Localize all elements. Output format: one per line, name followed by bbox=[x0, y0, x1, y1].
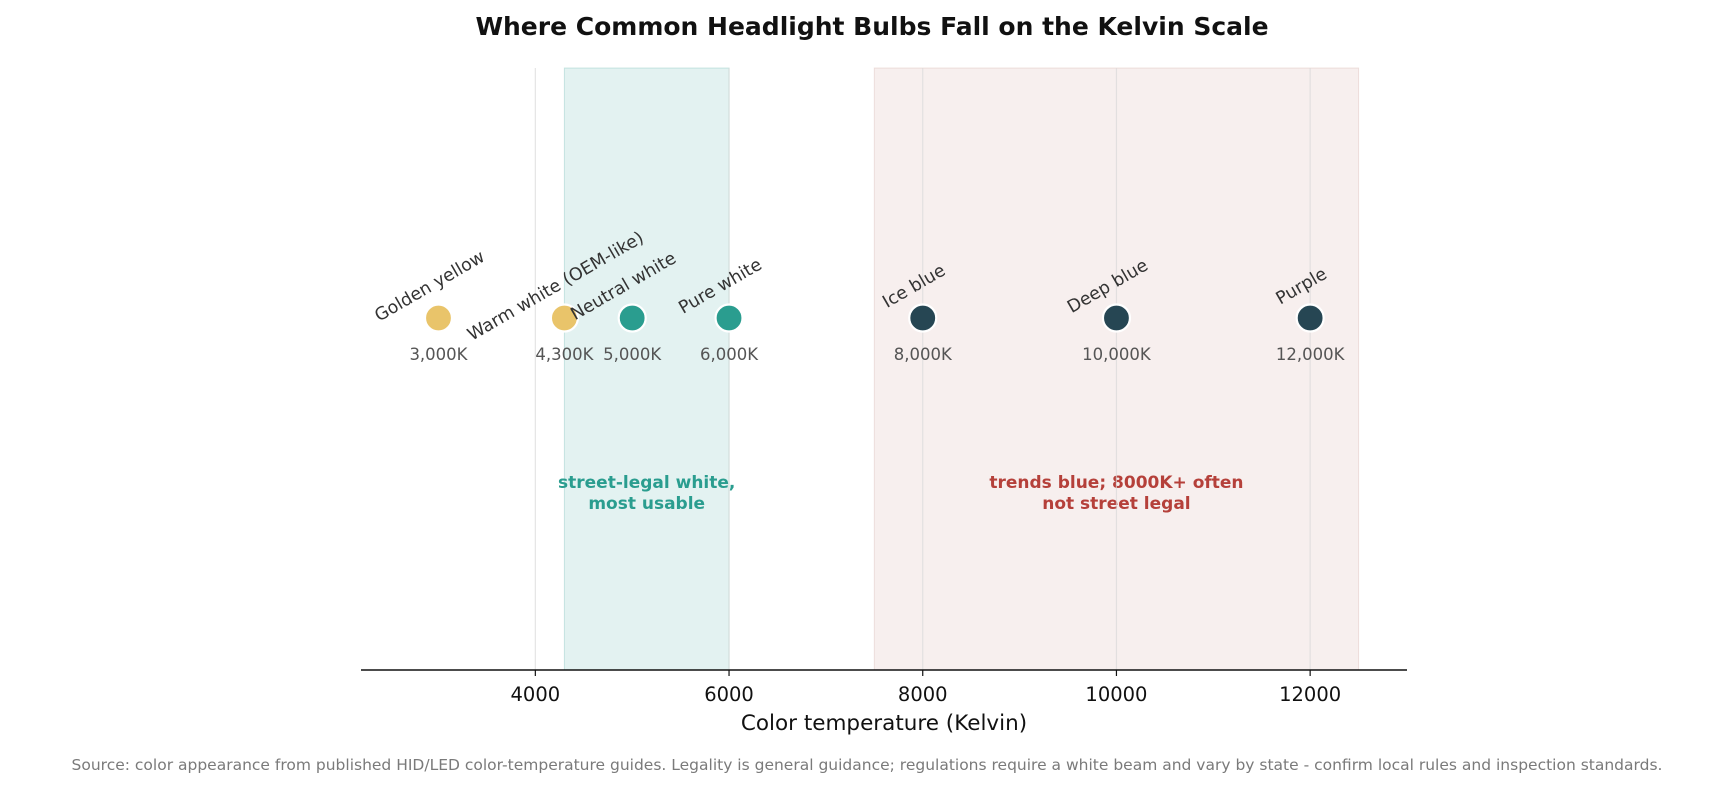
point bbox=[714, 303, 744, 333]
point bbox=[617, 303, 647, 333]
band-note-line: most usable bbox=[588, 494, 705, 514]
point-value-label: 3,000K bbox=[409, 345, 468, 364]
point-value-label: 8,000K bbox=[894, 345, 953, 364]
point-value-label: 10,000K bbox=[1082, 345, 1152, 364]
point bbox=[549, 303, 579, 333]
source-note: Source: color appearance from published … bbox=[72, 756, 1663, 774]
point bbox=[1101, 303, 1132, 333]
x-tick-label: 6000 bbox=[704, 683, 754, 706]
band-note-line: street-legal white, bbox=[558, 473, 735, 493]
grid-layer bbox=[534, 68, 1311, 670]
point bbox=[1295, 303, 1325, 333]
point-value-label: 4,300K bbox=[535, 345, 594, 364]
x-tick-label: 12000 bbox=[1279, 683, 1341, 706]
point bbox=[423, 303, 454, 333]
chart-title: Where Common Headlight Bulbs Fall on the… bbox=[475, 12, 1268, 41]
x-tick-label: 8000 bbox=[898, 683, 948, 706]
point-value-label: 5,000K bbox=[603, 345, 662, 364]
point bbox=[908, 303, 938, 333]
band-note-0: street-legal white, most usable bbox=[558, 473, 735, 514]
band-0 bbox=[563, 67, 730, 671]
x-tick-label: 4000 bbox=[511, 683, 561, 706]
x-tick-label: 10000 bbox=[1085, 683, 1147, 706]
x-axis: 4000 6000 8000 10000 12000 bbox=[361, 669, 1407, 706]
point-value-label: 12,000K bbox=[1276, 345, 1346, 364]
point-value-label: 6,000K bbox=[700, 345, 759, 364]
x-axis-label: Color temperature (Kelvin) bbox=[741, 711, 1027, 736]
